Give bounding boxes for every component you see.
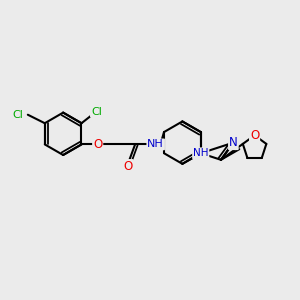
- Text: O: O: [250, 129, 259, 142]
- Text: NH: NH: [147, 140, 164, 149]
- Text: Cl: Cl: [91, 106, 102, 116]
- Text: NH: NH: [193, 148, 208, 158]
- Text: O: O: [123, 160, 133, 173]
- Text: N: N: [229, 136, 238, 149]
- Text: Cl: Cl: [13, 110, 23, 120]
- Text: O: O: [93, 138, 102, 151]
